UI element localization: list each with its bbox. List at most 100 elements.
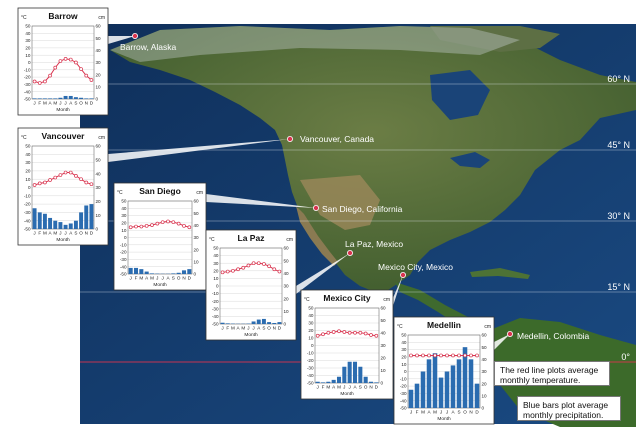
precip-bar: [42, 98, 47, 99]
temp-tick-label: -50: [24, 227, 31, 232]
month-label: A: [332, 385, 336, 390]
precip-bar: [37, 98, 42, 99]
connector-barrow: [108, 36, 135, 44]
precip-tick-label: 20: [96, 72, 102, 77]
precip-bar: [53, 220, 58, 229]
month-label: A: [451, 410, 455, 415]
month-label: N: [469, 410, 472, 415]
temp-tick-label: -30: [24, 82, 31, 87]
month-label: F: [226, 326, 229, 331]
temp-point: [225, 269, 230, 274]
temp-tick-label: -30: [400, 391, 407, 396]
temp-point: [74, 60, 78, 65]
temp-tick-label: 20: [25, 169, 31, 174]
temp-point: [155, 221, 160, 226]
precip-tick-label: 40: [96, 171, 102, 176]
month-label: A: [237, 326, 241, 331]
climate-chart-la-paz: La Paz °C cm 50 40 30 20 10 0 -10 -20 -30 -40 -50 60 50…: [205, 229, 297, 341]
connector-lines: [108, 36, 510, 350]
temp-tick-label: -40: [307, 373, 314, 378]
precip-bar: [84, 205, 89, 229]
month-label: A: [257, 326, 261, 331]
precip-bar: [251, 321, 256, 324]
month-label: O: [79, 231, 83, 236]
month-label: F: [322, 385, 325, 390]
precip-tick-label: 50: [194, 211, 200, 216]
temp-tick-label: 50: [121, 199, 127, 204]
chart-panel-la-paz: [205, 229, 297, 341]
precip-tick-label: 40: [482, 357, 488, 362]
temp-point: [187, 225, 192, 230]
precip-tick-label: 30: [482, 369, 488, 374]
temp-point: [342, 330, 347, 334]
temp-tick-label: 50: [401, 333, 407, 338]
chart-title-san-diego: San Diego: [139, 186, 181, 196]
temp-tick-label: 10: [213, 276, 219, 281]
temp-tick-label: -40: [212, 314, 219, 319]
month-label: F: [416, 410, 419, 415]
month-label: J: [162, 276, 164, 281]
precip-tick-label: 50: [96, 157, 102, 162]
city-marker-la-paz: [346, 249, 353, 256]
temp-point: [251, 261, 256, 266]
caribbean-islands: [470, 268, 530, 279]
month-label: O: [177, 276, 181, 281]
month-label: J: [33, 231, 35, 236]
temp-tick-label: 30: [213, 261, 219, 266]
temp-tick-label: 40: [121, 206, 127, 211]
temp-point: [48, 73, 52, 78]
temp-tick-label: 20: [213, 268, 219, 273]
chart-title-la-paz: La Paz: [238, 233, 265, 243]
month-label: J: [446, 410, 448, 415]
precip-bar: [347, 361, 352, 383]
precip-tick-label: 60: [482, 333, 488, 338]
temp-point: [139, 224, 144, 229]
precip-bar: [374, 382, 379, 383]
city-marker-mexico-city: [399, 271, 406, 278]
temp-point: [262, 262, 266, 266]
precip-bar: [272, 322, 277, 324]
temp-point: [74, 174, 78, 178]
precip-bar: [139, 269, 144, 274]
arctic-ice: [110, 26, 520, 62]
precip-tick-label: 20: [284, 296, 290, 301]
temp-point: [353, 330, 357, 335]
precip-bar: [37, 212, 42, 229]
temp-tick-label: 0: [124, 235, 127, 240]
precip-tick-label: 50: [482, 345, 488, 350]
month-label: M: [421, 410, 425, 415]
temp-point: [79, 67, 83, 71]
month-label: D: [475, 410, 479, 415]
temp-point: [89, 182, 94, 187]
precip-bar: [73, 220, 78, 229]
month-label: J: [64, 101, 66, 106]
plot-frame-mexico-city: [314, 307, 380, 384]
temp-tick-label: -10: [400, 376, 407, 381]
month-label: A: [49, 231, 53, 236]
month-label: D: [375, 385, 379, 390]
month-label: J: [440, 410, 442, 415]
precip-tick-label: 60: [194, 199, 200, 204]
temp-tick-label: 50: [308, 306, 314, 311]
month-label: J: [130, 276, 132, 281]
precip-bar: [133, 267, 139, 274]
precip-bar: [89, 98, 94, 99]
plot-frame-medellin: [407, 334, 481, 409]
city-label-mexico-city: Mexico City, Mexico: [378, 262, 453, 272]
precip-tick-label: 30: [194, 235, 200, 240]
temp-tick-label: 40: [25, 31, 31, 36]
precip-bar: [63, 224, 68, 229]
x-axis-label-mexico-city: Month: [340, 391, 354, 397]
precip-tick-label: 50: [284, 258, 290, 263]
precip-tick-label: 20: [381, 356, 387, 361]
month-label: S: [359, 385, 362, 390]
unit-left-barrow: °C: [21, 15, 27, 21]
latitude-label-15-n: 15° N: [607, 282, 630, 292]
connector-mexico-city: [393, 275, 403, 306]
month-label: A: [427, 410, 431, 415]
precip-bar: [331, 379, 336, 383]
x-axis-label-barrow: Month: [56, 107, 70, 113]
temp-tick-label: 20: [25, 46, 31, 51]
temp-point: [84, 73, 89, 78]
chart-panel-vancouver: [17, 127, 109, 246]
